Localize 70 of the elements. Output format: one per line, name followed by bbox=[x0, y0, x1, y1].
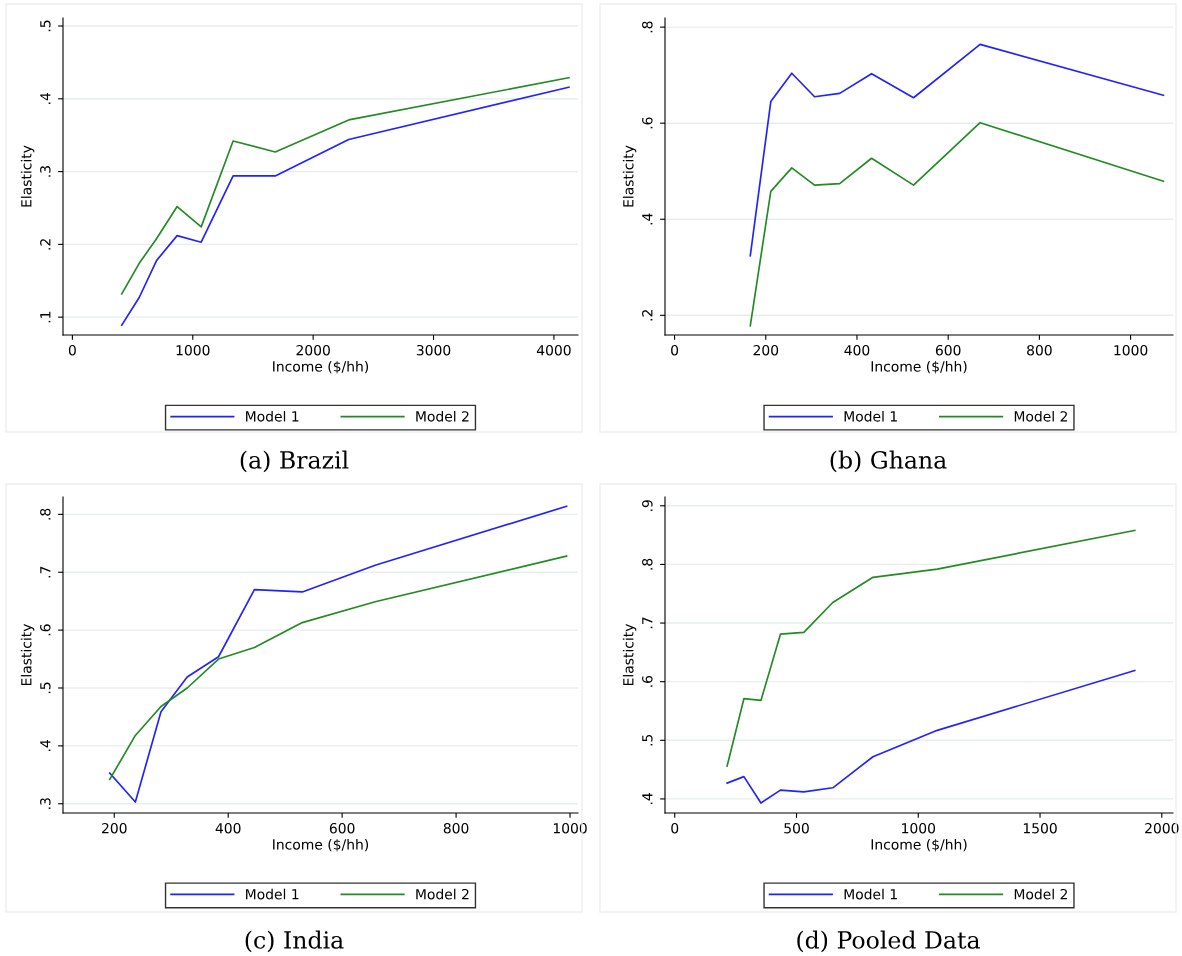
line-series bbox=[726, 529, 1136, 767]
y-tick-label: .4 bbox=[40, 740, 51, 752]
x-tick-label: 800 bbox=[1027, 344, 1052, 356]
x-tick-label: 200 bbox=[753, 344, 779, 356]
y-tick-label: .2 bbox=[40, 239, 51, 250]
x-axis-title: Income ($/hh) bbox=[273, 838, 369, 852]
y-tick-label: .6 bbox=[642, 117, 653, 129]
y-tick-label: .4 bbox=[642, 793, 653, 805]
y-tick-label: .8 bbox=[40, 508, 51, 520]
text: (a) Brazil bbox=[240, 450, 349, 473]
x-axis-title: Income ($/hh) bbox=[871, 838, 967, 852]
x-tick-label: 2000 bbox=[296, 344, 330, 356]
x-tick-label: 1000 bbox=[553, 822, 587, 834]
y-tick-label: .6 bbox=[40, 624, 51, 636]
line-series bbox=[726, 669, 1136, 804]
x-tick-label: 1000 bbox=[176, 344, 210, 356]
y-tick-label: .8 bbox=[642, 558, 653, 570]
x-tick-label: 1000 bbox=[1114, 344, 1148, 356]
legend-label: Model 2 bbox=[1014, 410, 1068, 422]
x-tick-label: 400 bbox=[215, 822, 241, 834]
y-axis-title: Elasticity bbox=[20, 623, 35, 686]
line-series bbox=[120, 76, 570, 295]
y-tick-label: .4 bbox=[642, 213, 653, 225]
y-tick-label: .1 bbox=[40, 311, 51, 323]
y-tick-label: .7 bbox=[40, 566, 51, 578]
y-tick-label: .5 bbox=[40, 20, 51, 32]
y-tick-label: .4 bbox=[40, 92, 51, 104]
y-tick-label: .9 bbox=[642, 500, 653, 511]
text: (d) Pooled Data bbox=[797, 930, 980, 953]
legend-label: Model 2 bbox=[416, 410, 469, 422]
x-axis-title: Income ($/hh) bbox=[273, 360, 369, 374]
y-tick-label: .3 bbox=[40, 798, 51, 809]
x-tick-label: 1500 bbox=[1023, 822, 1057, 834]
line-series bbox=[108, 505, 568, 803]
line-series bbox=[120, 86, 570, 327]
y-tick-label: .7 bbox=[642, 617, 653, 629]
x-tick-label: 500 bbox=[784, 822, 809, 834]
x-tick-label: 1000 bbox=[902, 822, 936, 834]
x-tick-label: 2000 bbox=[1145, 822, 1179, 834]
y-tick-label: .3 bbox=[40, 166, 51, 177]
y-tick-label: .2 bbox=[642, 310, 653, 321]
legend-label: Model 1 bbox=[844, 410, 897, 422]
y-axis-title: Elasticity bbox=[622, 145, 637, 207]
y-tick-label: .8 bbox=[642, 21, 653, 33]
y-tick-label: .6 bbox=[642, 675, 653, 687]
legend-label: Model 2 bbox=[416, 888, 469, 900]
x-tick-label: 0 bbox=[671, 822, 679, 834]
y-tick-label: .5 bbox=[40, 682, 51, 694]
x-tick-label: 0 bbox=[68, 344, 76, 356]
y-axis-title: Elasticity bbox=[622, 623, 637, 686]
text: (c) India bbox=[245, 930, 344, 953]
line-series bbox=[749, 43, 1165, 257]
x-tick-label: 400 bbox=[844, 344, 870, 356]
x-axis-title: Income ($/hh) bbox=[871, 360, 967, 374]
legend-label: Model 1 bbox=[246, 888, 299, 900]
x-tick-label: 3000 bbox=[416, 344, 451, 356]
x-tick-label: 200 bbox=[102, 822, 127, 834]
legend-label: Model 2 bbox=[1014, 888, 1068, 900]
y-axis-title: Elasticity bbox=[20, 145, 35, 207]
x-tick-label: 600 bbox=[935, 344, 961, 356]
x-tick-label: 800 bbox=[443, 822, 469, 834]
y-tick-label: .5 bbox=[642, 734, 653, 746]
x-tick-label: 0 bbox=[671, 344, 679, 356]
legend-label: Model 1 bbox=[844, 888, 897, 900]
legend-label: Model 1 bbox=[246, 410, 299, 422]
x-tick-label: 4000 bbox=[536, 344, 571, 356]
text: (b) Ghana bbox=[830, 450, 947, 473]
line-series bbox=[108, 555, 568, 781]
line-series bbox=[749, 121, 1165, 327]
x-tick-label: 600 bbox=[329, 822, 355, 834]
